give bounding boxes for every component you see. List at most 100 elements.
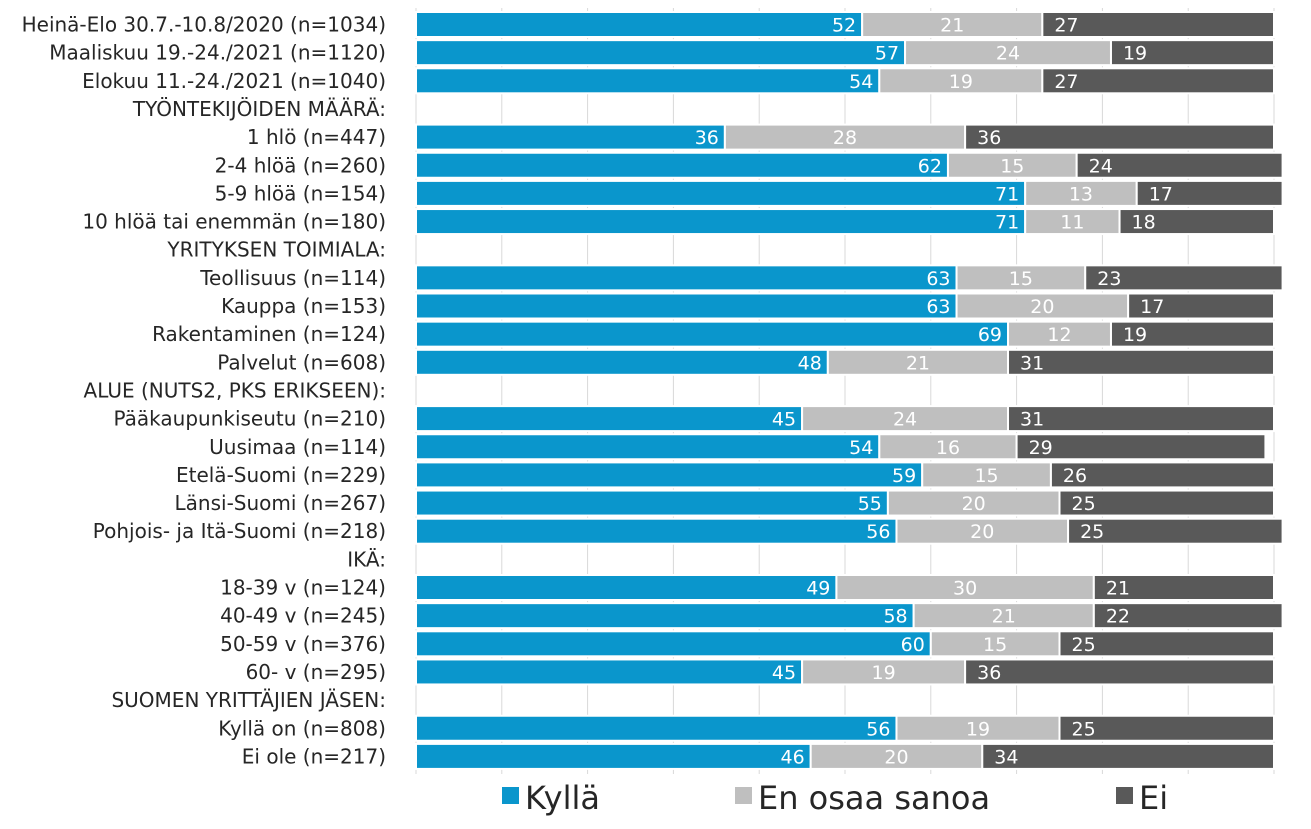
bar-segment <box>415 179 1027 207</box>
legend-swatch <box>502 787 519 804</box>
bar-segment <box>415 714 898 742</box>
bar-segment <box>955 264 1087 292</box>
legend-swatch <box>735 787 752 804</box>
data-label: 48 <box>798 352 822 374</box>
row-label: Teollisuus (n=114) <box>199 266 386 290</box>
bar-segment <box>1024 208 1121 236</box>
bar-segment <box>415 742 812 770</box>
bar-segment <box>415 461 924 489</box>
data-label: 49 <box>806 578 830 600</box>
data-label: 15 <box>1009 268 1033 290</box>
bar-segment <box>1092 574 1275 601</box>
row-label: 10 hlöä tai enemmän (n=180) <box>82 210 386 234</box>
data-label: 57 <box>875 43 899 65</box>
data-label: 46 <box>780 746 804 768</box>
data-label: 63 <box>926 296 950 318</box>
bar-segment <box>1007 405 1276 433</box>
bar-segment <box>415 320 1010 348</box>
row-label: Maaliskuu 19.-24./2021 (n=1120) <box>49 41 386 65</box>
bar-segment <box>415 151 949 179</box>
bar-segment <box>964 658 1275 686</box>
data-label: 15 <box>983 634 1007 656</box>
data-label: 56 <box>866 521 890 543</box>
group-header-label: IKÄ: <box>347 547 386 571</box>
data-label: 36 <box>977 127 1001 149</box>
row-label: 60- v (n=295) <box>246 660 386 684</box>
data-label: 28 <box>833 127 857 149</box>
data-label: 25 <box>1072 493 1096 515</box>
row-label: Pääkaupunkiseutu (n=210) <box>113 407 386 431</box>
data-label: 21 <box>906 352 930 374</box>
data-label: 59 <box>892 465 916 487</box>
group-header-label: YRITYKSEN TOIMIALA: <box>166 238 386 262</box>
data-label: 24 <box>893 409 917 431</box>
bar-segment <box>895 714 1061 742</box>
data-label: 56 <box>866 718 890 740</box>
row-label: Heinä-Elo 30.7.-10.8/2020 (n=1034) <box>22 13 386 37</box>
bar-segment <box>1058 714 1275 742</box>
bar-segment <box>895 517 1070 545</box>
data-label: 19 <box>1123 324 1147 346</box>
row-label: Palvelut (n=608) <box>217 350 386 374</box>
data-label: 36 <box>977 662 1001 684</box>
data-label: 21 <box>1106 578 1130 600</box>
bar-segment <box>1067 517 1284 545</box>
row-label: Kauppa (n=153) <box>221 294 386 318</box>
bar-segment <box>878 433 1018 461</box>
data-label: 15 <box>1000 155 1024 177</box>
bar-segment <box>415 123 726 151</box>
bar-segment <box>955 292 1130 320</box>
row-labels: Heinä-Elo 30.7.-10.8/2020 (n=1034) Maalis… <box>22 13 386 769</box>
data-label: 25 <box>1080 521 1104 543</box>
data-label: 58 <box>883 606 907 628</box>
bar-segment <box>1135 179 1284 207</box>
bar-segment <box>415 405 804 433</box>
data-label: 26 <box>1063 465 1087 487</box>
group-header-label: ALUE (NUTS2, PKS ERIKSEEN): <box>84 378 386 402</box>
bar-segment <box>1075 151 1284 179</box>
data-label: 19 <box>966 718 990 740</box>
data-label: 30 <box>953 578 977 600</box>
bar-segment <box>912 602 1095 630</box>
data-label: 19 <box>949 71 973 93</box>
row-label: Elokuu 11.-24./2021 (n=1040) <box>82 69 386 93</box>
bar-segment <box>921 461 1052 489</box>
bar-segment <box>878 67 1044 95</box>
bar-segment <box>415 489 889 517</box>
bar-segment <box>415 517 898 545</box>
bar-segment <box>415 658 804 686</box>
row-label: Pohjois- ja Itä-Suomi (n=218) <box>93 519 386 543</box>
row-label: Länsi-Suomi (n=267) <box>175 491 386 515</box>
data-label: 17 <box>1140 296 1164 318</box>
data-label: 21 <box>992 606 1016 628</box>
bar-segment <box>415 264 958 292</box>
row-label: 5-9 hlöä (n=154) <box>215 181 386 205</box>
bar-segment <box>1058 489 1275 517</box>
bar-segment <box>801 405 1010 433</box>
bar-segment <box>415 574 838 601</box>
data-label: 22 <box>1106 606 1130 628</box>
row-label: 1 hlö (n=447) <box>247 125 386 149</box>
data-label: 63 <box>926 268 950 290</box>
bar-segment <box>415 602 915 630</box>
bar-segment <box>981 742 1276 770</box>
data-label: 29 <box>1029 437 1053 459</box>
row-label: 2-4 hlöä (n=260) <box>215 153 386 177</box>
row-label: 40-49 v (n=245) <box>220 604 386 628</box>
row-label: Rakentaminen (n=124) <box>152 322 386 346</box>
data-label: 20 <box>962 493 986 515</box>
data-label: 24 <box>1089 155 1113 177</box>
bar-segment <box>415 630 932 658</box>
data-label: 12 <box>1047 324 1071 346</box>
data-label: 52 <box>832 15 856 37</box>
bar-segment <box>826 348 1010 376</box>
data-label: 54 <box>849 437 873 459</box>
bar-segment <box>1041 11 1275 38</box>
bar-segment <box>1058 630 1275 658</box>
row-label: Uusimaa (n=114) <box>209 435 386 459</box>
bar-segment <box>415 292 958 320</box>
bar-segment <box>1127 292 1276 320</box>
data-label: 60 <box>901 634 925 656</box>
data-label: 25 <box>1072 718 1096 740</box>
